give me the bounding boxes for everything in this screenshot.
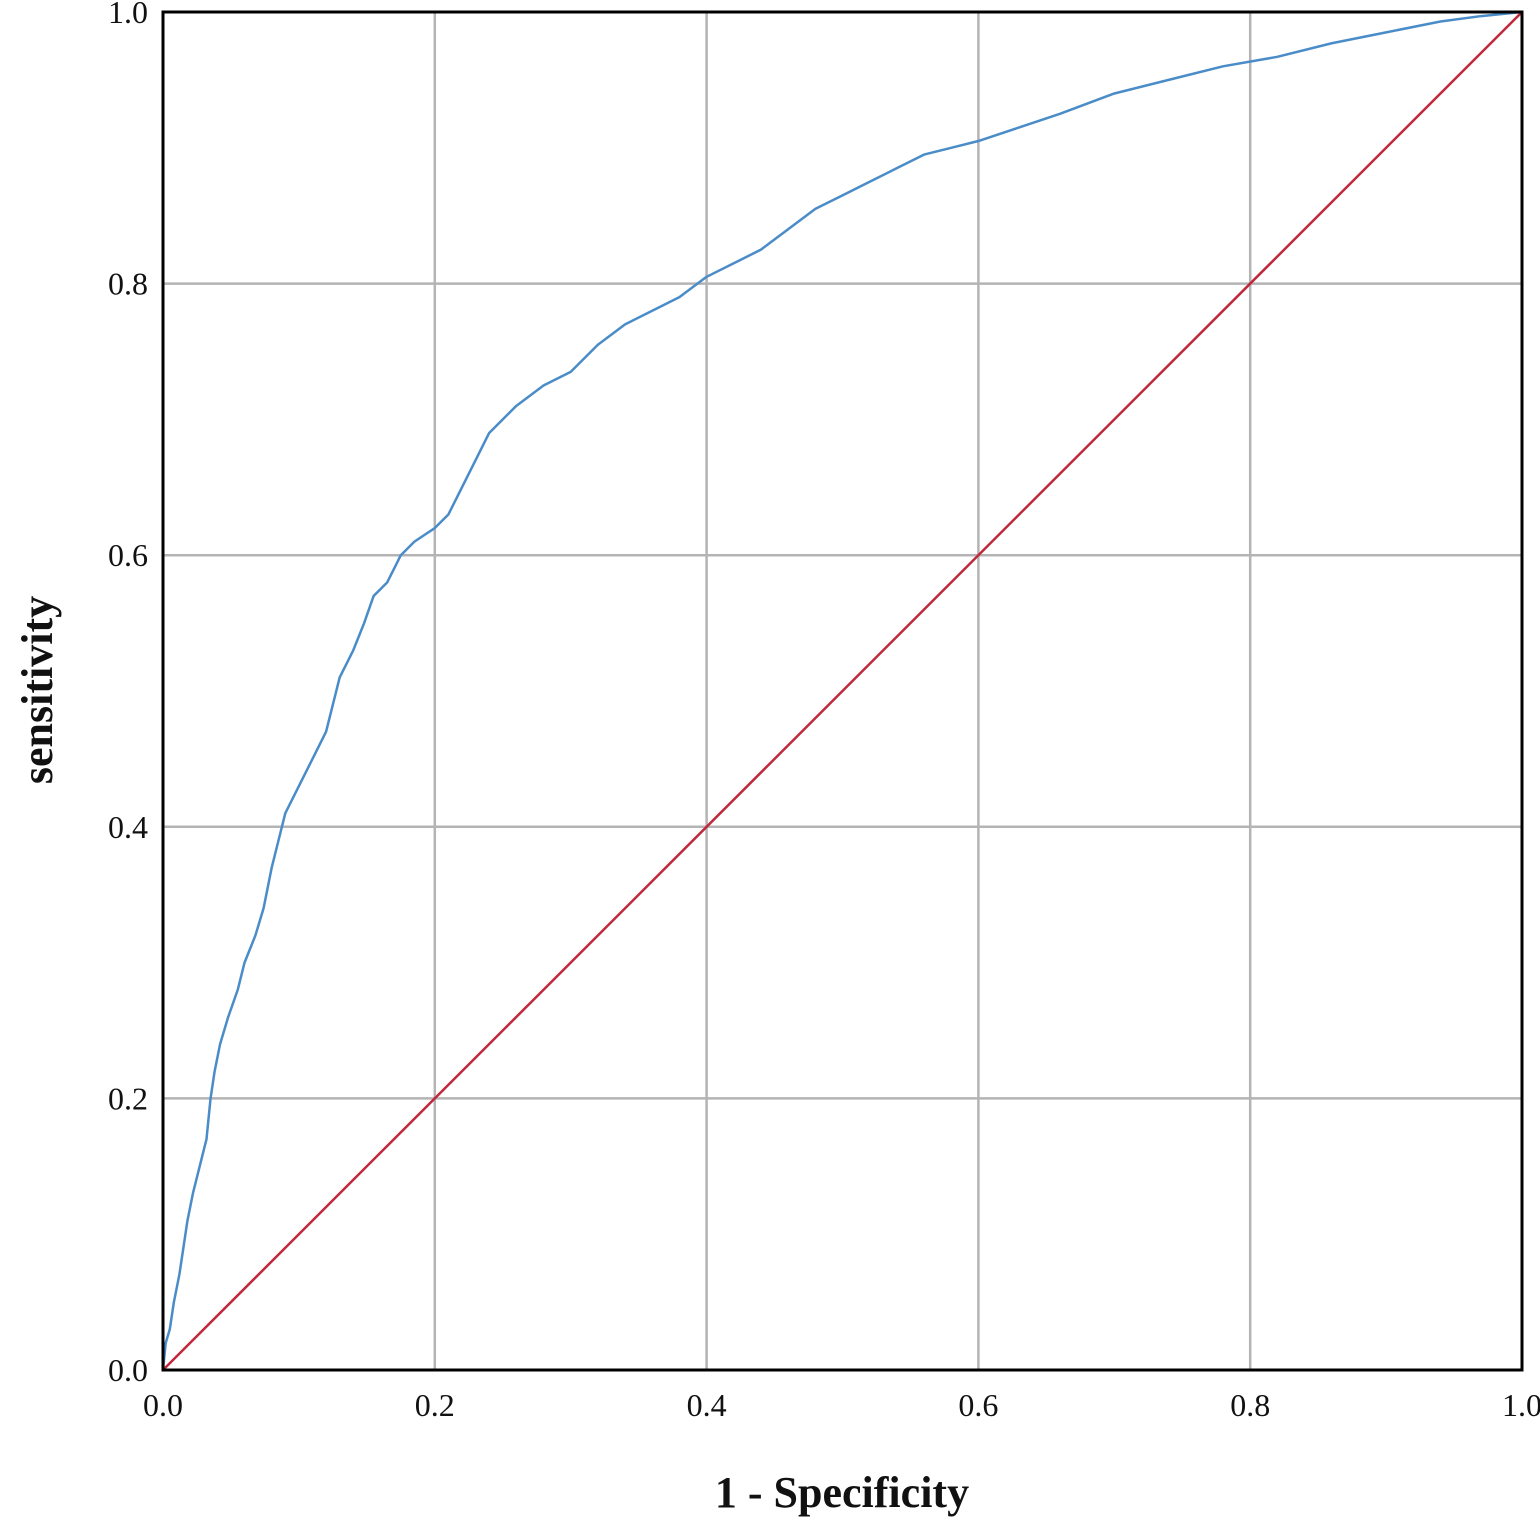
y-tick-labels: 0.0 0.2 0.4 0.6 0.8 1.0 [108,0,148,1388]
y-tick-label: 1.0 [108,0,148,30]
reference-diagonal-line [161,10,1524,1372]
y-axis-title: sensitivity [13,596,62,784]
roc-curve-line [161,10,1524,1372]
x-tick-labels: 0.0 0.2 0.4 0.6 0.8 1.0 [143,1387,1540,1423]
x-axis-title: 1 - Specificity [715,1468,969,1517]
x-tick-label: 0.0 [143,1387,183,1423]
series-lines [161,10,1524,1372]
plot-frame [161,10,1524,1372]
y-tick-label: 0.8 [108,266,148,302]
y-tick-label: 0.4 [108,809,148,845]
grid-lines [163,12,1522,1370]
x-tick-label: 0.4 [687,1387,727,1423]
x-tick-label: 0.2 [415,1387,455,1423]
x-tick-label: 0.6 [958,1387,998,1423]
x-tick-label: 0.8 [1230,1387,1270,1423]
y-tick-label: 0.6 [108,537,148,573]
y-tick-label: 0.0 [108,1352,148,1388]
y-tick-label: 0.2 [108,1080,148,1116]
x-tick-label: 1.0 [1502,1387,1540,1423]
